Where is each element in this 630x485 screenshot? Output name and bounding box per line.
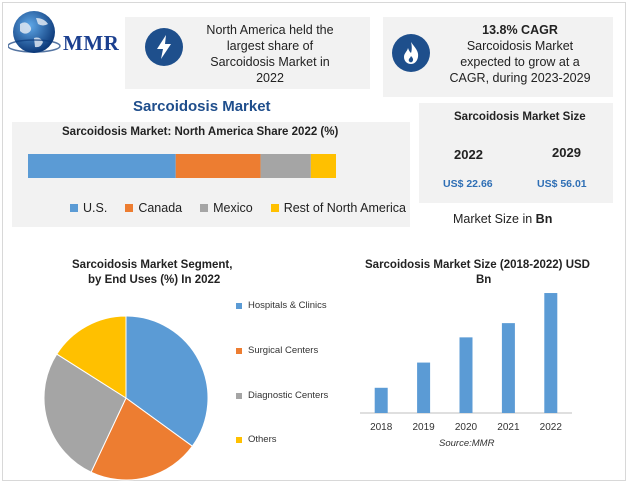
legend-swatch bbox=[270, 204, 279, 212]
legend-label: Rest of North America bbox=[283, 201, 406, 215]
legend-label: Canada bbox=[138, 201, 183, 215]
na-legend-item-u-s: U.S. bbox=[70, 201, 107, 215]
legend-label: Hospitals & Clinics bbox=[248, 300, 327, 311]
legend-label: Surgical Centers bbox=[248, 345, 319, 356]
legend-swatch bbox=[236, 392, 242, 399]
bar-title-line1: Sarcoidosis Market Size (2018-2022) USD bbox=[365, 259, 590, 271]
market-size-bar-chart: 2018 2019 2020 2021 2022 bbox=[360, 293, 572, 433]
bar-2021 bbox=[501, 323, 515, 413]
pie-title-line1: Sarcoidosis Market Segment, bbox=[72, 259, 233, 271]
market-size-value-2022: US$ 22.66 bbox=[443, 178, 493, 190]
market-size-value-2029: US$ 56.01 bbox=[537, 178, 587, 190]
bar-source: Source:MMR bbox=[439, 438, 495, 449]
pie-legend-item-surgical-centers: Surgical Centers bbox=[236, 345, 318, 356]
stacked-segment-rest-of-north-america bbox=[310, 154, 336, 178]
legend-swatch bbox=[236, 347, 242, 354]
pie-legend-item-diagnostic-centers: Diagnostic Centers bbox=[236, 390, 328, 401]
x-tick-label: 2019 bbox=[412, 422, 435, 433]
na-share-title: Sarcoidosis Market: North America Share … bbox=[62, 126, 339, 138]
stacked-segment-canada bbox=[175, 154, 261, 178]
market-size-unit-label: Bn bbox=[535, 212, 553, 226]
legend-label: U.S. bbox=[83, 201, 108, 215]
pie-title-line2: by End Uses (%) In 2022 bbox=[88, 274, 221, 286]
stacked-segment-u-s bbox=[28, 154, 176, 178]
market-size-card bbox=[419, 103, 613, 203]
na-legend-item-canada: Canada bbox=[125, 201, 182, 215]
market-size-title: Sarcoidosis Market Size bbox=[454, 111, 586, 123]
flame-icon bbox=[392, 34, 430, 72]
pie-legend-item-hospitals-clinics: Hospitals & Clinics bbox=[236, 300, 327, 311]
page-title: Sarcoidosis Market bbox=[133, 98, 271, 115]
na-share-stacked-bar bbox=[28, 154, 336, 178]
bar-2018 bbox=[374, 387, 388, 413]
legend-label: Diagnostic Centers bbox=[248, 390, 329, 401]
callout-north-america-text: North America held the largest share of … bbox=[206, 23, 334, 85]
lightning-icon bbox=[145, 28, 183, 66]
legend-label: Mexico bbox=[213, 201, 253, 215]
pie-legend-item-others: Others bbox=[236, 434, 277, 445]
infographic-frame bbox=[2, 2, 626, 481]
legend-swatch bbox=[236, 302, 242, 309]
x-tick-label: 2018 bbox=[370, 422, 393, 433]
cagr-heading: 13.8% CAGR bbox=[482, 23, 558, 37]
logo-text: MMR bbox=[63, 31, 120, 55]
bar-2020 bbox=[459, 337, 473, 413]
mmr-logo: MMR bbox=[7, 8, 128, 58]
na-share-legend: U.S. Canada Mexico Rest of North America bbox=[70, 201, 406, 215]
bar-2019 bbox=[417, 362, 431, 413]
legend-swatch bbox=[236, 436, 242, 443]
legend-label: Others bbox=[248, 434, 277, 445]
pie-slice-diagnostic-centers bbox=[43, 353, 127, 473]
market-size-unit-prefix: Market Size in bbox=[453, 212, 536, 226]
bar-title-line2: Bn bbox=[476, 274, 492, 286]
legend-swatch bbox=[70, 204, 78, 212]
market-size-year-2022: 2022 bbox=[454, 147, 483, 162]
cagr-text: Sarcoidosis Market expected to grow at a… bbox=[449, 39, 591, 85]
pie-slice-others bbox=[56, 315, 127, 399]
na-legend-item-rest-of-north-america: Rest of North America bbox=[270, 201, 406, 215]
stacked-segment-mexico bbox=[260, 154, 311, 178]
market-size-unit: Market Size in Bn bbox=[453, 212, 552, 226]
x-tick-label: 2021 bbox=[497, 422, 520, 433]
legend-swatch bbox=[125, 204, 134, 212]
na-legend-item-mexico: Mexico bbox=[200, 201, 253, 215]
market-size-year-2029: 2029 bbox=[552, 145, 581, 160]
globe-icon bbox=[7, 11, 61, 53]
end-use-pie-chart bbox=[43, 315, 209, 481]
bar-2022 bbox=[544, 293, 558, 413]
legend-swatch bbox=[200, 204, 209, 212]
x-tick-label: 2022 bbox=[540, 422, 563, 433]
pie-slice-hospitals-clinics bbox=[125, 315, 209, 447]
x-tick-label: 2020 bbox=[455, 422, 478, 433]
